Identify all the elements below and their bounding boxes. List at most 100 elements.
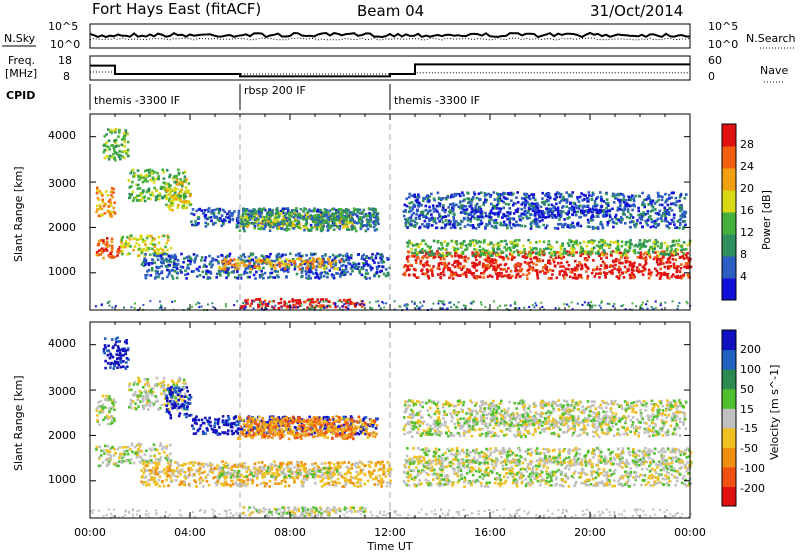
data-cell xyxy=(100,253,103,256)
data-cell xyxy=(182,261,185,264)
data-cell xyxy=(451,264,454,267)
data-cell xyxy=(177,259,180,262)
data-cell xyxy=(665,225,668,228)
data-cell xyxy=(451,274,454,277)
data-cell xyxy=(170,247,173,250)
data-cell xyxy=(481,304,483,306)
data-cell xyxy=(585,266,588,269)
data-cell xyxy=(523,193,526,196)
data-cell xyxy=(295,299,298,302)
data-cell xyxy=(594,305,596,307)
data-cell xyxy=(251,210,254,213)
data-cell xyxy=(532,220,535,223)
data-cell xyxy=(539,271,542,274)
data-cell xyxy=(675,265,678,268)
data-cell xyxy=(516,273,519,276)
data-cell xyxy=(258,208,261,211)
data-cell xyxy=(616,275,619,278)
data-cell xyxy=(625,199,628,202)
data-cell xyxy=(301,267,304,270)
data-cell xyxy=(123,132,126,135)
data-cell xyxy=(467,216,470,219)
data-cell xyxy=(588,256,591,259)
data-cell xyxy=(648,194,651,197)
data-cell xyxy=(245,210,248,213)
data-cell xyxy=(187,273,190,276)
data-cell xyxy=(532,262,535,265)
data-cell xyxy=(618,271,621,274)
data-cell xyxy=(542,224,545,227)
data-cell xyxy=(595,197,598,200)
data-cell xyxy=(668,222,671,225)
data-cell xyxy=(117,135,120,138)
data-cell xyxy=(323,267,326,270)
data-cell xyxy=(448,262,451,265)
data-cell xyxy=(553,205,556,208)
data-cell xyxy=(473,244,476,247)
data-cell xyxy=(434,256,437,259)
data-cell xyxy=(294,265,297,268)
data-cell xyxy=(180,191,183,194)
data-cell xyxy=(360,225,363,228)
data-cell xyxy=(592,193,595,196)
data-cell xyxy=(421,272,424,275)
data-cell xyxy=(398,305,400,307)
data-cell xyxy=(475,263,478,266)
data-cell xyxy=(329,262,332,265)
data-cell xyxy=(423,301,425,303)
data-cell xyxy=(253,274,256,277)
data-cell xyxy=(536,225,539,228)
data-cell xyxy=(510,227,513,230)
data-cell xyxy=(208,255,211,258)
data-cell xyxy=(327,211,330,214)
data-cell xyxy=(473,213,476,216)
data-cell xyxy=(574,242,577,245)
data-cell xyxy=(554,214,557,217)
data-cell xyxy=(490,251,493,254)
data-cell xyxy=(134,307,136,309)
data-cell xyxy=(287,207,290,210)
data-cell xyxy=(134,245,137,248)
data-cell xyxy=(123,243,126,246)
data-cell xyxy=(136,195,139,198)
data-cell xyxy=(504,215,507,218)
data-cell xyxy=(660,304,662,306)
data-cell xyxy=(553,251,556,254)
data-cell xyxy=(468,201,471,204)
data-cell xyxy=(673,263,676,266)
freq-series xyxy=(90,64,690,76)
data-cell xyxy=(254,219,257,222)
data-cell xyxy=(557,208,560,211)
data-cell xyxy=(563,248,566,251)
data-cell xyxy=(610,251,613,254)
data-cell xyxy=(559,196,562,199)
data-cell xyxy=(108,158,111,161)
data-cell xyxy=(628,249,631,252)
data-cell xyxy=(410,248,413,251)
data-cell xyxy=(408,274,411,277)
data-cell xyxy=(284,268,287,271)
data-cell xyxy=(357,253,360,256)
data-cell xyxy=(629,274,632,277)
data-cell xyxy=(660,247,663,250)
data-cell xyxy=(548,212,551,215)
data-cell xyxy=(269,225,272,228)
data-cell xyxy=(519,218,522,221)
data-cell xyxy=(286,220,289,223)
data-cell xyxy=(463,265,466,268)
data-cell xyxy=(144,178,147,181)
data-cell xyxy=(218,219,221,222)
data-cell xyxy=(524,225,527,228)
data-cell xyxy=(145,174,148,177)
data-cell xyxy=(176,198,179,201)
data-cell xyxy=(545,216,548,219)
data-cell xyxy=(202,276,205,279)
data-cell xyxy=(465,205,468,208)
data-cell xyxy=(568,254,571,257)
data-cell xyxy=(571,302,573,304)
data-cell xyxy=(151,239,154,242)
data-cell xyxy=(382,266,385,269)
data-cell xyxy=(135,242,138,245)
data-cell xyxy=(166,269,169,272)
data-cell xyxy=(684,197,687,200)
